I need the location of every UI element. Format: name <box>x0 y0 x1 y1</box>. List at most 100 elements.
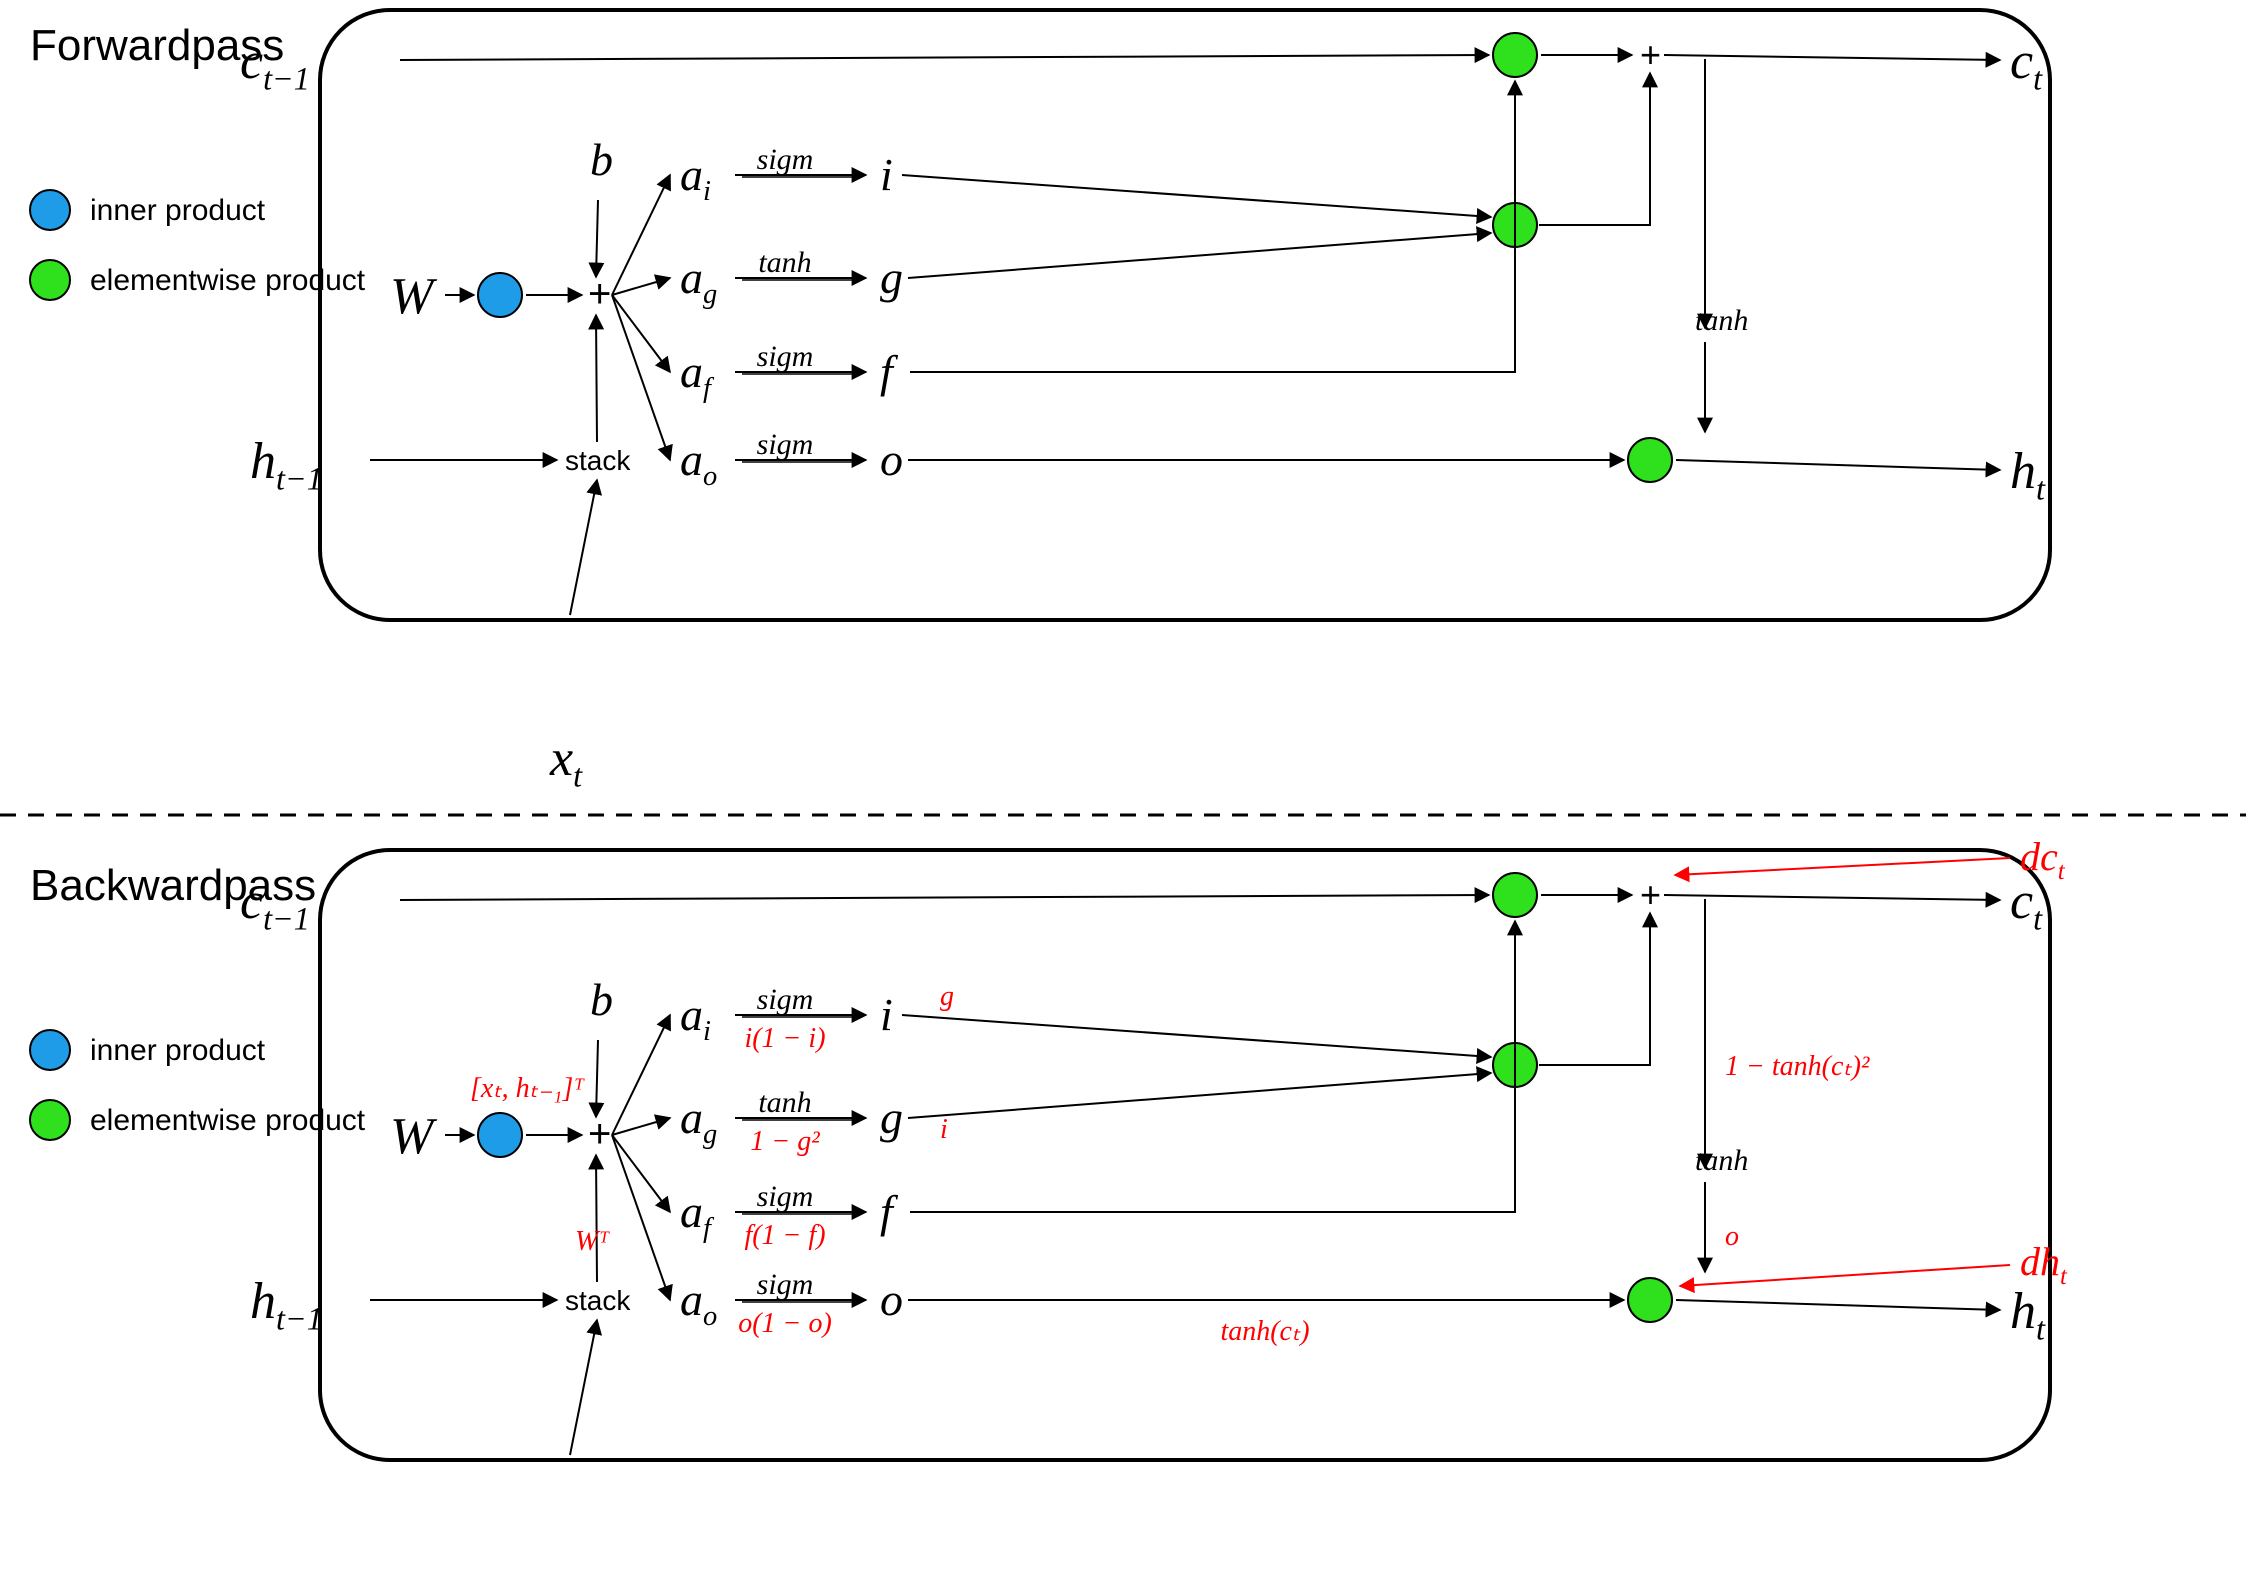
fn-g: tanh <box>758 246 811 279</box>
legend-inner-label: inner product <box>90 1034 266 1067</box>
mult-oh <box>1628 1278 1672 1322</box>
arrow-g-multig <box>908 1073 1491 1118</box>
fn-i: sigm <box>757 143 814 176</box>
i-label: i <box>880 149 893 200</box>
af-label: af <box>680 1186 715 1244</box>
arrow-stack-plus <box>596 315 597 442</box>
o-label: o <box>880 1274 903 1325</box>
mult-cf <box>1493 33 1537 77</box>
diagram-svg: Forwardpassinner productelementwise prod… <box>0 0 2246 1588</box>
arrow-plus-af <box>612 295 670 372</box>
path-multig-plusc <box>1539 73 1650 225</box>
arrow-plus-ao <box>612 1135 670 1300</box>
fn-g: tanh <box>758 1086 811 1119</box>
arrow-multoh-hout <box>1676 460 2000 470</box>
grad-WT: Wᵀ <box>575 1226 610 1257</box>
grad-g: 1 − g² <box>750 1126 820 1157</box>
h-out: ht <box>2010 443 2046 506</box>
x-in: xt <box>549 1570 583 1588</box>
stack-op: stack <box>565 445 631 476</box>
b-label: b <box>590 974 613 1025</box>
arrow-cin-multcf <box>400 895 1489 900</box>
plus-op: + <box>588 1112 611 1156</box>
ai-label: ai <box>680 149 711 207</box>
legend-elem-dot <box>30 260 70 300</box>
grad-stack: [xₜ, hₜ₋₁]ᵀ <box>470 1073 585 1104</box>
ao-label: ao <box>680 434 717 492</box>
i-label: i <box>880 989 893 1040</box>
arrow-b-plus <box>596 1040 598 1117</box>
path-multig-plusc <box>1539 913 1650 1065</box>
fn-o: sigm <box>757 1268 814 1301</box>
f-label: f <box>880 1186 899 1237</box>
legend-elem-dot <box>30 1100 70 1140</box>
af-label: af <box>680 346 715 404</box>
arrow-plusc-cout <box>1664 55 2000 60</box>
stack-op: stack <box>565 1285 631 1316</box>
dh-label: dht <box>2020 1239 2068 1290</box>
forward-box <box>320 10 2050 620</box>
h-in: ht−1 <box>250 433 323 496</box>
grad-i: i(1 − i) <box>744 1023 825 1054</box>
backward-box <box>320 850 2050 1460</box>
diagram-root: Forwardpassinner productelementwise prod… <box>0 0 2246 1588</box>
plus-op: + <box>588 272 611 316</box>
inner-product-node <box>478 1113 522 1157</box>
arrow-multoh-hout <box>1676 1300 2000 1310</box>
arrow-plus-ao <box>612 295 670 460</box>
legend-inner-dot <box>30 1030 70 1070</box>
grad-tanhct: tanh(cₜ) <box>1220 1316 1309 1347</box>
legend-inner-label: inner product <box>90 194 266 227</box>
plus-c-op: + <box>1640 34 1661 75</box>
fn-f: sigm <box>757 340 814 373</box>
arrow-plus-af <box>612 1135 670 1212</box>
grad-dtanh: 1 − tanh(cₜ)² <box>1725 1051 1870 1082</box>
arrow-stack-plus <box>596 1155 597 1282</box>
tanh-vert: tanh <box>1695 304 1748 337</box>
mult-cf <box>1493 873 1537 917</box>
grad-f: f(1 − f) <box>744 1220 825 1251</box>
x-in: xt <box>549 730 583 793</box>
f-label: f <box>880 346 899 397</box>
plus-c-op: + <box>1640 874 1661 915</box>
g-label: g <box>880 1092 903 1143</box>
ag-label: ag <box>680 1092 717 1150</box>
grad-o: o <box>1725 1221 1739 1252</box>
legend-inner-dot <box>30 190 70 230</box>
grad-g-on-i: g <box>940 981 954 1012</box>
path-f-multcf <box>910 921 1515 1212</box>
fn-o: sigm <box>757 428 814 461</box>
arrow-plus-ai <box>612 1015 670 1135</box>
legend-elem-label: elementwise product <box>90 264 366 297</box>
inner-product-node <box>478 273 522 317</box>
arrow-g-multig <box>908 233 1491 278</box>
grad-i-on-g: i <box>940 1114 948 1145</box>
W-label: W <box>390 1108 438 1165</box>
arrow-dh <box>1680 1265 2010 1286</box>
arrow-i-multig <box>902 175 1491 217</box>
arrow-plusc-cout <box>1664 895 2000 900</box>
W-label: W <box>390 268 438 325</box>
mult-oh <box>1628 438 1672 482</box>
arrow-cin-multcf <box>400 55 1489 60</box>
arrow-x-stack <box>570 1320 597 1455</box>
tanh-vert: tanh <box>1695 1144 1748 1177</box>
ai-label: ai <box>680 989 711 1047</box>
arrow-plus-ag <box>612 278 670 295</box>
arrow-plus-ag <box>612 1118 670 1135</box>
h-out: ht <box>2010 1283 2046 1346</box>
arrow-x-stack <box>570 480 597 615</box>
grad-o: o(1 − o) <box>738 1308 832 1339</box>
dc-label: dct <box>2020 834 2066 885</box>
g-label: g <box>880 252 903 303</box>
fn-f: sigm <box>757 1180 814 1213</box>
arrow-plus-ai <box>612 175 670 295</box>
arrow-dc <box>1675 858 2010 875</box>
fn-i: sigm <box>757 983 814 1016</box>
o-label: o <box>880 434 903 485</box>
legend-elem-label: elementwise product <box>90 1104 366 1137</box>
b-label: b <box>590 134 613 185</box>
ao-label: ao <box>680 1274 717 1332</box>
ag-label: ag <box>680 252 717 310</box>
h-in: ht−1 <box>250 1273 323 1336</box>
